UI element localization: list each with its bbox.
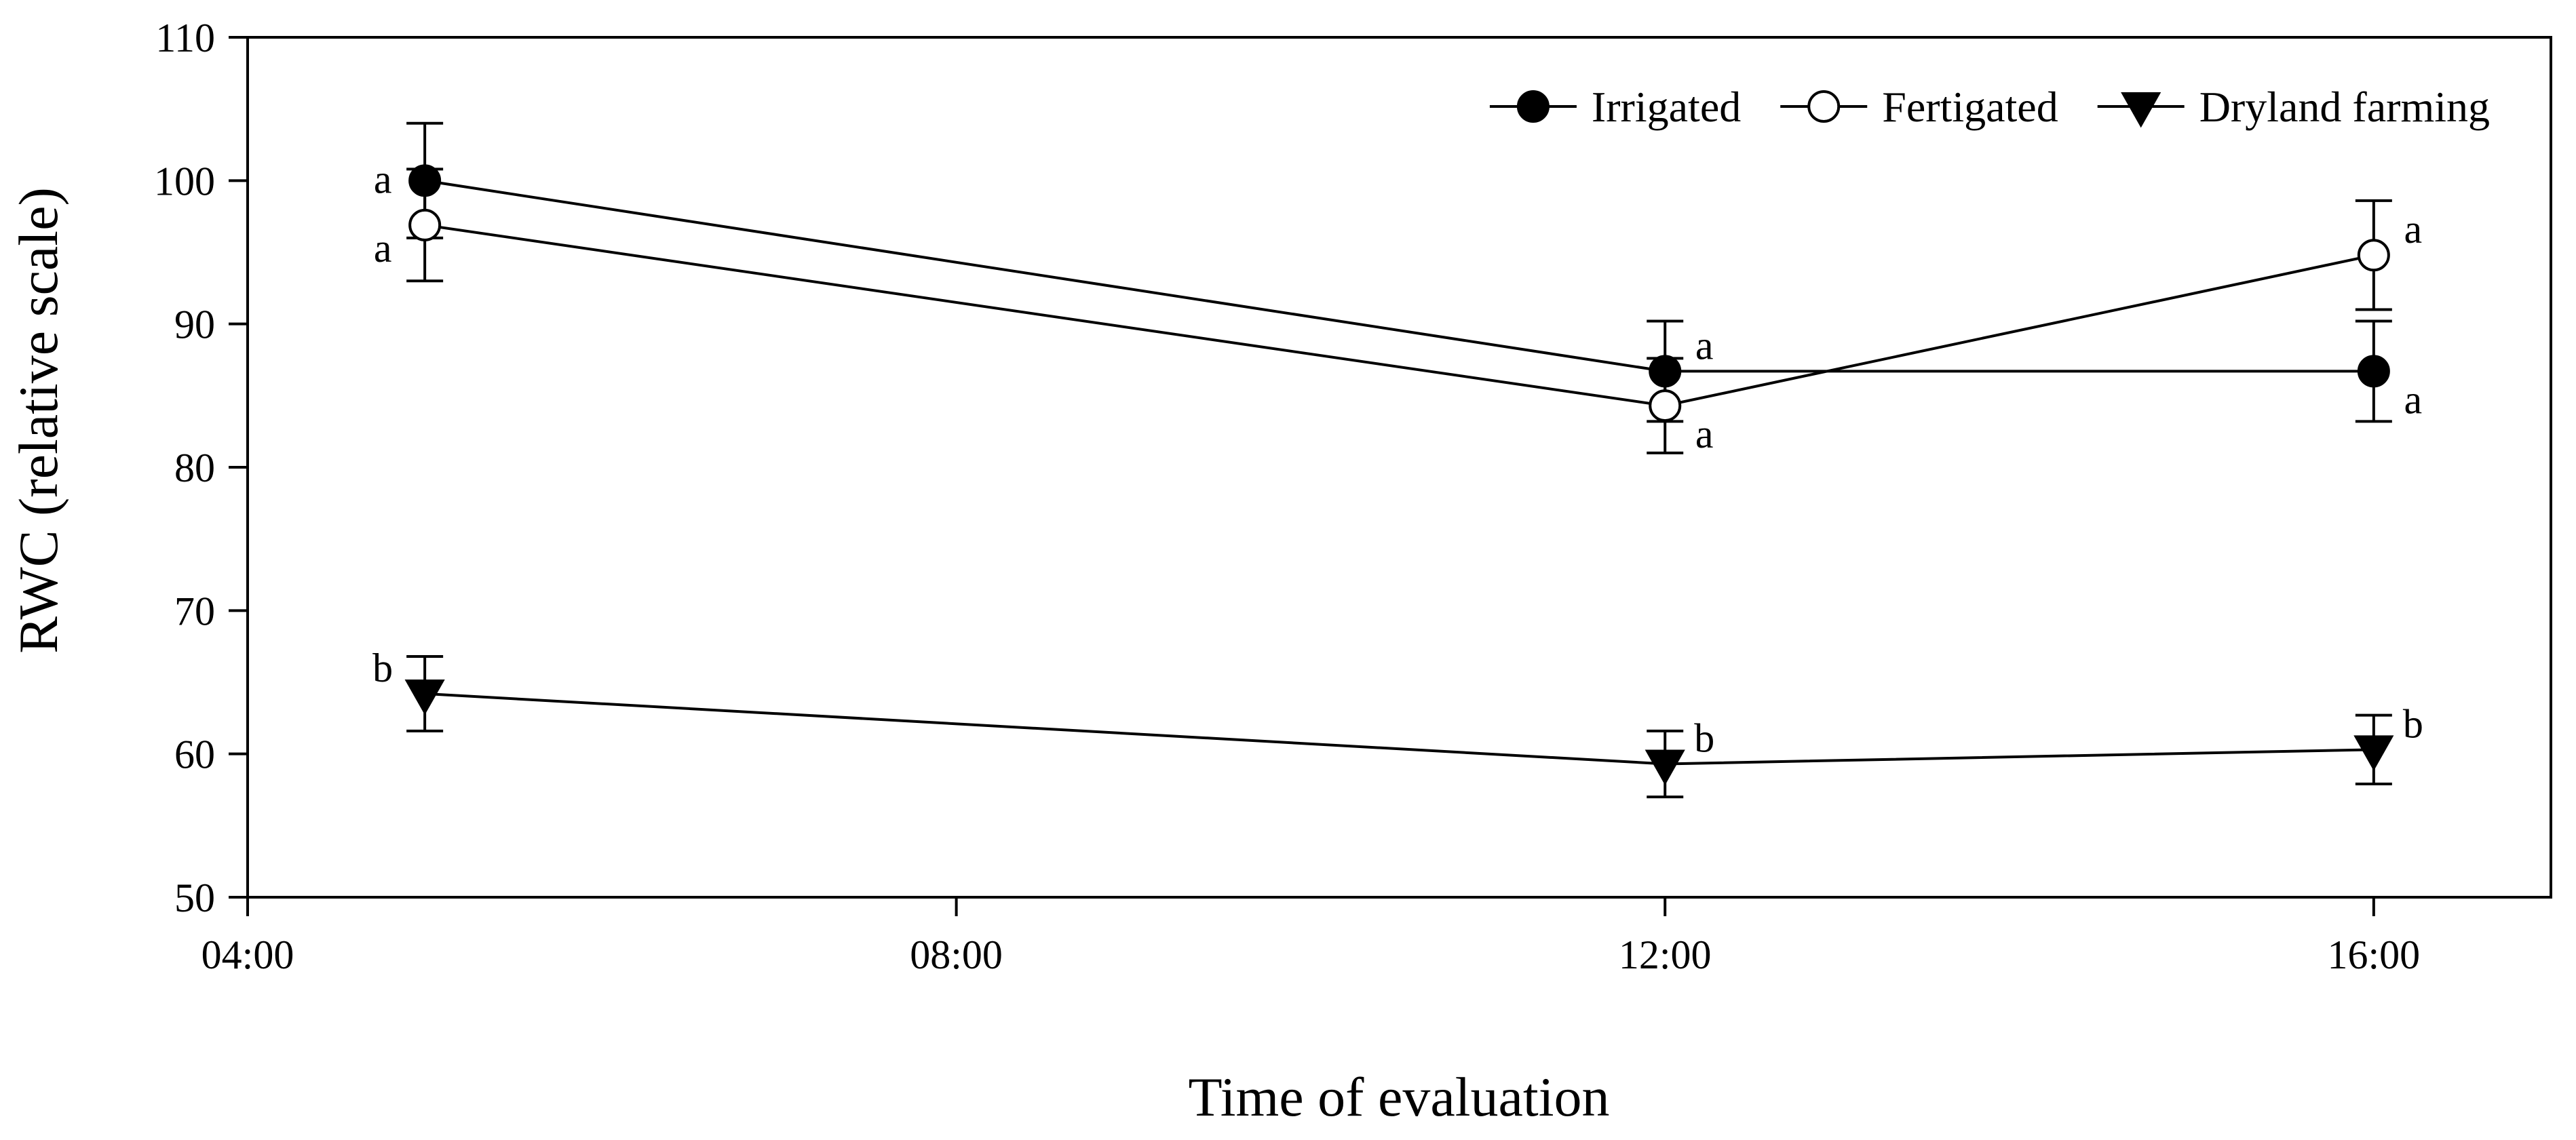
legend-marker-fertigated bbox=[1807, 90, 1841, 123]
dryland-farming-significance-letter: b bbox=[372, 646, 393, 690]
irrigated-significance-letter: a bbox=[374, 157, 392, 201]
legend: Irrigated Fertigated Dryland farming bbox=[1489, 83, 2490, 131]
irrigated-point bbox=[1649, 355, 1682, 388]
fertigated-significance-letter: a bbox=[2404, 207, 2423, 252]
irrigated-line bbox=[424, 179, 2374, 373]
y-tick-label: 60 bbox=[174, 732, 215, 777]
fertigated-significance-letter: a bbox=[374, 226, 392, 271]
axes-layer: 50 60 70 80 90 100 110 04:00 08:00 12:00 16:00 bbox=[154, 16, 2552, 977]
x-tick-label: 04:00 bbox=[201, 932, 294, 977]
y-tick-label: 110 bbox=[155, 16, 215, 60]
dryland-farming-significance-letter: b bbox=[2403, 701, 2423, 746]
series-dryland-farming bbox=[406, 654, 2392, 799]
dryland-farming-point bbox=[1645, 749, 1685, 785]
irrigated-significance-letter: a bbox=[2404, 377, 2423, 422]
legend-label: Fertigated bbox=[1882, 83, 2058, 131]
legend-label: Dryland farming bbox=[2199, 83, 2490, 131]
irrigated-significance-letter: a bbox=[1695, 323, 1714, 368]
dryland-farming-point bbox=[404, 679, 445, 715]
dryland-farming-line bbox=[425, 692, 2374, 766]
fertigated-line bbox=[424, 223, 2375, 408]
plot-frame bbox=[246, 36, 2552, 899]
fertigated-point bbox=[2357, 239, 2390, 272]
y-tick-label: 80 bbox=[174, 446, 215, 490]
x-axis-title: Time of evaluation bbox=[1188, 1066, 1609, 1128]
x-tick-label: 12:00 bbox=[1619, 932, 1712, 977]
fertigated-point bbox=[408, 208, 442, 241]
y-tick-label: 50 bbox=[174, 876, 215, 920]
irrigated-point bbox=[408, 164, 442, 197]
x-tick-label: 16:00 bbox=[2328, 932, 2421, 977]
y-tick-label: 100 bbox=[154, 159, 215, 203]
dryland-farming-significance-letter: b bbox=[1694, 715, 1714, 760]
y-tick-label: 90 bbox=[174, 302, 215, 347]
x-tick-label: 08:00 bbox=[910, 932, 1003, 977]
series-irrigated bbox=[406, 121, 2392, 423]
fertigated-point bbox=[1649, 389, 1682, 422]
fertigated-significance-letter: a bbox=[1695, 412, 1714, 456]
legend-marker-irrigated bbox=[1516, 90, 1550, 123]
series-fertigated bbox=[406, 168, 2392, 454]
dryland-farming-point bbox=[2353, 735, 2394, 771]
irrigated-point bbox=[2357, 355, 2390, 388]
legend-marker-dryland-farming bbox=[2121, 92, 2161, 128]
y-tick-label: 70 bbox=[174, 589, 215, 633]
y-axis-title: RWC (relative scale) bbox=[7, 187, 69, 654]
legend-label: Irrigated bbox=[1592, 83, 1741, 131]
